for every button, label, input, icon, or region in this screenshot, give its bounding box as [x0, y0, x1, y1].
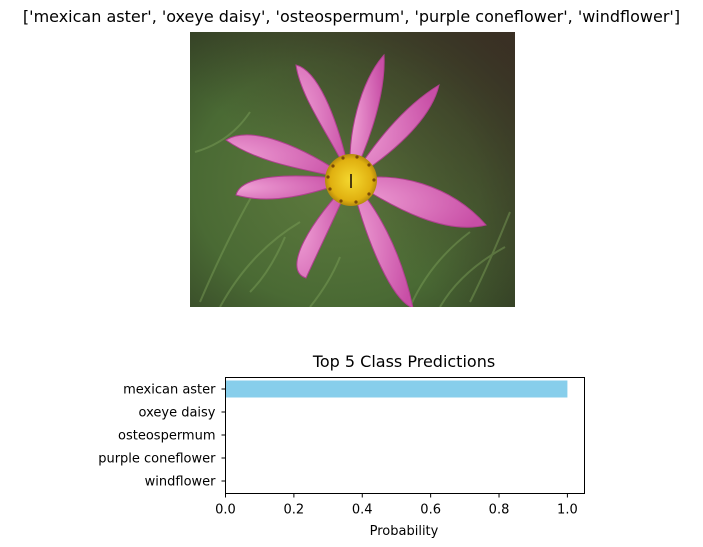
x-ticks: 0.0 0.2 0.4 0.6 0.8 1.0 — [215, 493, 578, 518]
y-tick-labels: mexican aster oxeye daisy osteospermum purp… — [98, 383, 226, 490]
y-tick-label: mexican aster — [123, 383, 216, 398]
bar-mexican-aster — [225, 380, 568, 398]
flower-photo-image — [190, 32, 515, 307]
x-tick-label: 0.6 — [420, 503, 441, 518]
x-tick-label: 0.4 — [352, 503, 373, 518]
y-tick-label: windflower — [145, 475, 217, 490]
y-tick-label: oxeye daisy — [139, 406, 216, 421]
x-axis-label: Probability — [370, 524, 439, 539]
x-tick-label: 1.0 — [557, 503, 578, 518]
chart-title: Top 5 Class Predictions — [312, 352, 495, 371]
bars-group — [225, 380, 568, 398]
y-tick-label: purple coneflower — [98, 452, 216, 467]
x-tick-label: 0.0 — [215, 503, 236, 518]
flower-photo — [190, 32, 515, 307]
figure-title: ['mexican aster', 'oxeye daisy', 'osteos… — [22, 7, 681, 26]
y-tick-label: osteospermum — [118, 429, 215, 444]
x-tick-label: 0.2 — [284, 503, 305, 518]
x-tick-label: 0.8 — [489, 503, 510, 518]
